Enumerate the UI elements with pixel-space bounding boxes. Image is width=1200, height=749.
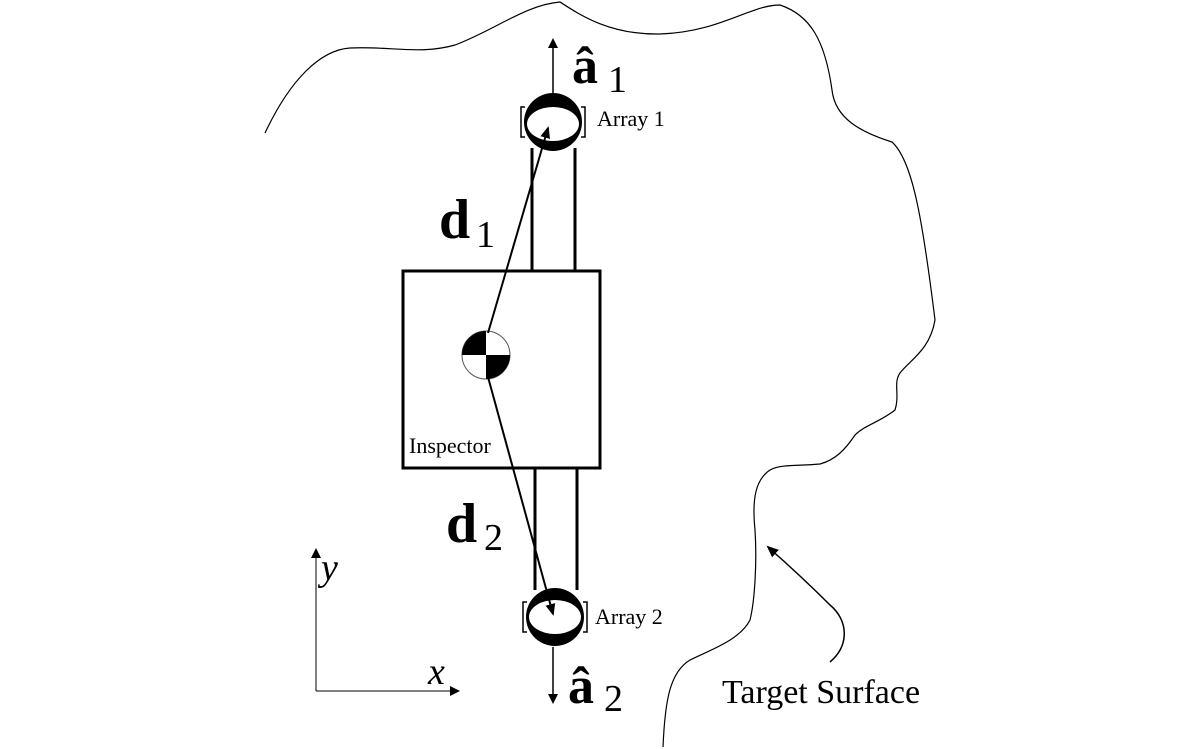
d1-vector-arrow <box>487 126 550 334</box>
target-surface-outline <box>264 1 936 748</box>
d2-label: d <box>446 493 477 555</box>
array2-label: Array 2 <box>595 604 663 629</box>
a1-subscript: 1 <box>608 59 627 101</box>
a2-subscript: 2 <box>604 678 623 720</box>
a1-label: â <box>572 38 598 95</box>
center-of-mass-icon <box>461 330 511 380</box>
inspector-body <box>401 269 602 470</box>
a2-label: â <box>568 658 594 715</box>
target-surface-pointer-arrow <box>766 545 845 663</box>
array2-sensor <box>522 588 588 646</box>
d1-subscript: 1 <box>476 214 495 256</box>
x-axis-label: x <box>427 651 445 693</box>
d2-subscript: 2 <box>484 517 503 559</box>
array1-label: Array 1 <box>597 106 665 131</box>
d2-vector-arrow <box>487 376 556 616</box>
target-surface-label: Target Surface <box>722 674 920 711</box>
inspector-label: Inspector <box>409 433 492 458</box>
y-axis-label: y <box>317 547 338 589</box>
array1-sensor <box>520 93 586 151</box>
d1-label: d <box>439 189 470 251</box>
